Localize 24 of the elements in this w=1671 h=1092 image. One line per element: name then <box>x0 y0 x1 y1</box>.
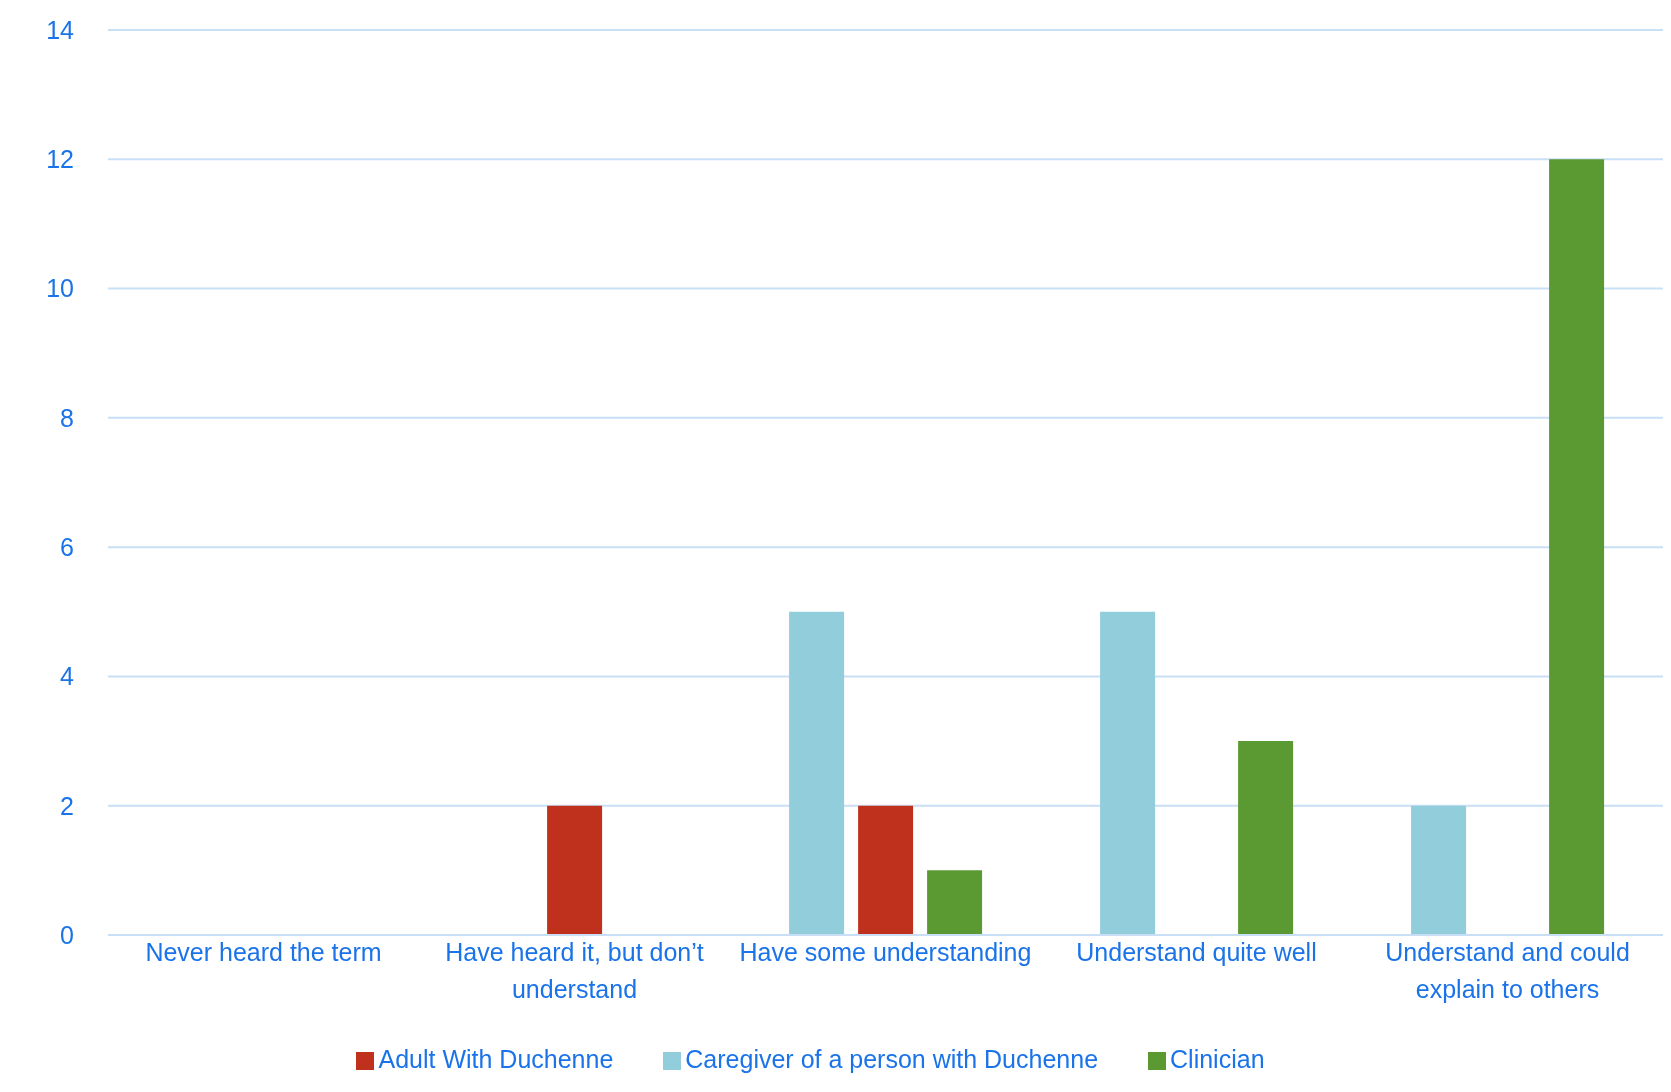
y-tick-label: 12 <box>46 145 74 174</box>
legend-label: Adult With Duchenne <box>378 1045 614 1073</box>
x-tick-label: Understand and could explain to others <box>1385 938 1630 1003</box>
legend-label: Clinician <box>1170 1045 1265 1073</box>
bar <box>858 805 914 935</box>
x-tick-label: Never heard the term <box>145 938 382 966</box>
legend-label: Caregiver of a person with Duchenne <box>685 1045 1099 1073</box>
x-tick-label: Have some understanding <box>739 938 1032 966</box>
bar <box>1549 159 1605 935</box>
y-tick-label: 10 <box>46 274 74 303</box>
y-tick-label: 6 <box>60 533 74 562</box>
bar <box>1411 805 1467 935</box>
y-tick-label: 4 <box>60 662 75 691</box>
x-tick-label: Have heard it, but don’t understand <box>445 938 704 1003</box>
y-tick-label: 2 <box>60 791 74 820</box>
bar <box>789 611 845 935</box>
y-tick-label: 14 <box>46 15 75 44</box>
y-tick-label: 8 <box>60 403 74 432</box>
bar <box>547 805 603 935</box>
bar <box>927 870 983 935</box>
y-tick-label: 0 <box>60 920 74 949</box>
bar <box>1238 741 1294 935</box>
x-tick-label: Understand quite well <box>1076 938 1317 966</box>
bar <box>1100 611 1156 935</box>
